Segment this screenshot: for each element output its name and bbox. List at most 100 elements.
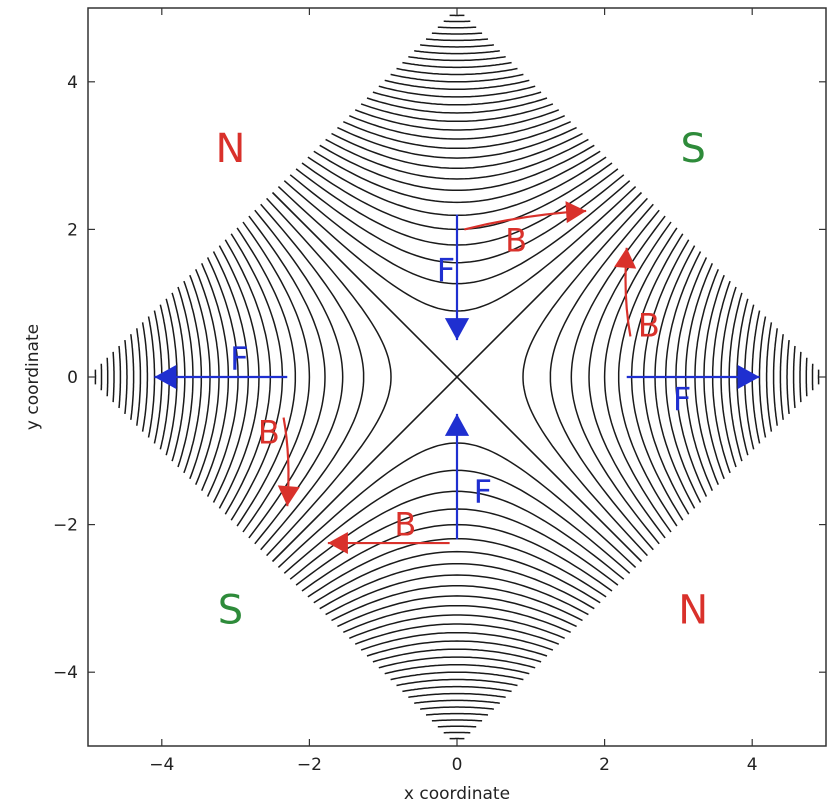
field-line xyxy=(337,126,577,159)
field-line xyxy=(236,227,297,527)
field-line xyxy=(260,203,365,551)
y-tick-label: −2 xyxy=(53,516,78,536)
field-line xyxy=(549,203,654,551)
field-line xyxy=(765,322,773,432)
field-line xyxy=(366,640,548,657)
force-label: F xyxy=(673,380,691,418)
force-arrow-head xyxy=(444,413,470,436)
field-line xyxy=(248,215,326,539)
field-line xyxy=(307,156,607,217)
field-line xyxy=(112,351,115,403)
force-arrow-head xyxy=(737,364,760,390)
field-line xyxy=(402,685,512,693)
field-line xyxy=(349,614,565,639)
field-line xyxy=(130,334,135,420)
field-line xyxy=(266,197,392,557)
field-line xyxy=(384,79,530,91)
field-line xyxy=(588,215,666,539)
force-arrow-head xyxy=(154,364,177,390)
force-label: F xyxy=(437,251,455,289)
field-line xyxy=(319,562,595,610)
field-label: B xyxy=(638,306,660,344)
field-line xyxy=(331,584,583,622)
annotation-labels: N S S N xyxy=(215,126,708,633)
pole-label: S xyxy=(680,126,705,172)
field-line xyxy=(337,595,577,628)
field-line xyxy=(420,706,494,710)
force-label: F xyxy=(230,340,248,378)
field-arrow-head xyxy=(277,485,300,507)
pole-label: N xyxy=(678,587,708,633)
field-line xyxy=(366,97,548,114)
field-line xyxy=(799,351,802,403)
field-arrow-head xyxy=(565,201,587,224)
y-tick-label: 0 xyxy=(67,368,78,388)
force-arrow-head xyxy=(444,318,470,341)
field-line xyxy=(118,345,122,409)
field-line xyxy=(254,209,344,545)
field-line xyxy=(408,692,506,699)
pole-label: N xyxy=(215,126,245,172)
x-tick-label: −4 xyxy=(149,755,174,775)
x-tick-label: −2 xyxy=(297,755,322,775)
field-line xyxy=(792,345,796,409)
field-arrow-head xyxy=(327,532,348,554)
field-label: B xyxy=(258,413,280,451)
field-line xyxy=(343,121,571,150)
field-line xyxy=(617,227,678,527)
field-line xyxy=(378,85,536,98)
field-line xyxy=(772,328,779,426)
field-line xyxy=(242,221,311,533)
axis-ticks: −4 −2 0 2 4 −4 −2 0 2 4 xyxy=(53,8,826,775)
field-line xyxy=(325,138,589,180)
field-line xyxy=(390,671,524,681)
field-line xyxy=(378,656,536,669)
field-line xyxy=(396,67,518,76)
field-line xyxy=(522,197,648,557)
field-line xyxy=(779,334,784,420)
field-line xyxy=(319,144,595,192)
field-line xyxy=(360,631,554,651)
y-tick-label: 4 xyxy=(67,73,78,93)
field-line xyxy=(420,44,494,48)
x-axis-label: x coordinate xyxy=(404,784,510,804)
field-line xyxy=(343,604,571,633)
field-line xyxy=(758,316,767,438)
field-line xyxy=(437,725,477,728)
x-tick-label: 0 xyxy=(452,755,463,775)
field-line xyxy=(325,574,589,616)
field-line xyxy=(354,109,560,131)
separatrix-line xyxy=(271,191,643,563)
field-line xyxy=(786,340,790,414)
field-line xyxy=(396,678,518,687)
field-line xyxy=(313,550,601,604)
field-line xyxy=(349,115,565,140)
field-line xyxy=(147,316,156,438)
x-tick-label: 4 xyxy=(747,755,758,775)
field-line xyxy=(408,55,506,62)
field-line xyxy=(106,357,109,397)
y-tick-label: −4 xyxy=(53,663,78,683)
field-line xyxy=(313,150,601,204)
field-line xyxy=(331,132,583,170)
force-label: F xyxy=(474,472,492,510)
field-line xyxy=(805,357,808,397)
field-line xyxy=(354,623,560,645)
pole-label: S xyxy=(218,587,243,633)
y-axis-label: y coordinate xyxy=(23,324,43,430)
field-line xyxy=(414,699,500,704)
field-line xyxy=(307,537,607,598)
field-line xyxy=(390,73,524,83)
field-line xyxy=(425,38,489,42)
field-line xyxy=(437,26,477,29)
field-line xyxy=(135,328,142,426)
field-arrow-head xyxy=(614,247,637,269)
field-line xyxy=(414,50,500,55)
field-line xyxy=(124,340,128,414)
field-line xyxy=(384,663,530,675)
field-line xyxy=(431,32,483,35)
field-line xyxy=(431,719,483,722)
field-line xyxy=(402,61,512,69)
